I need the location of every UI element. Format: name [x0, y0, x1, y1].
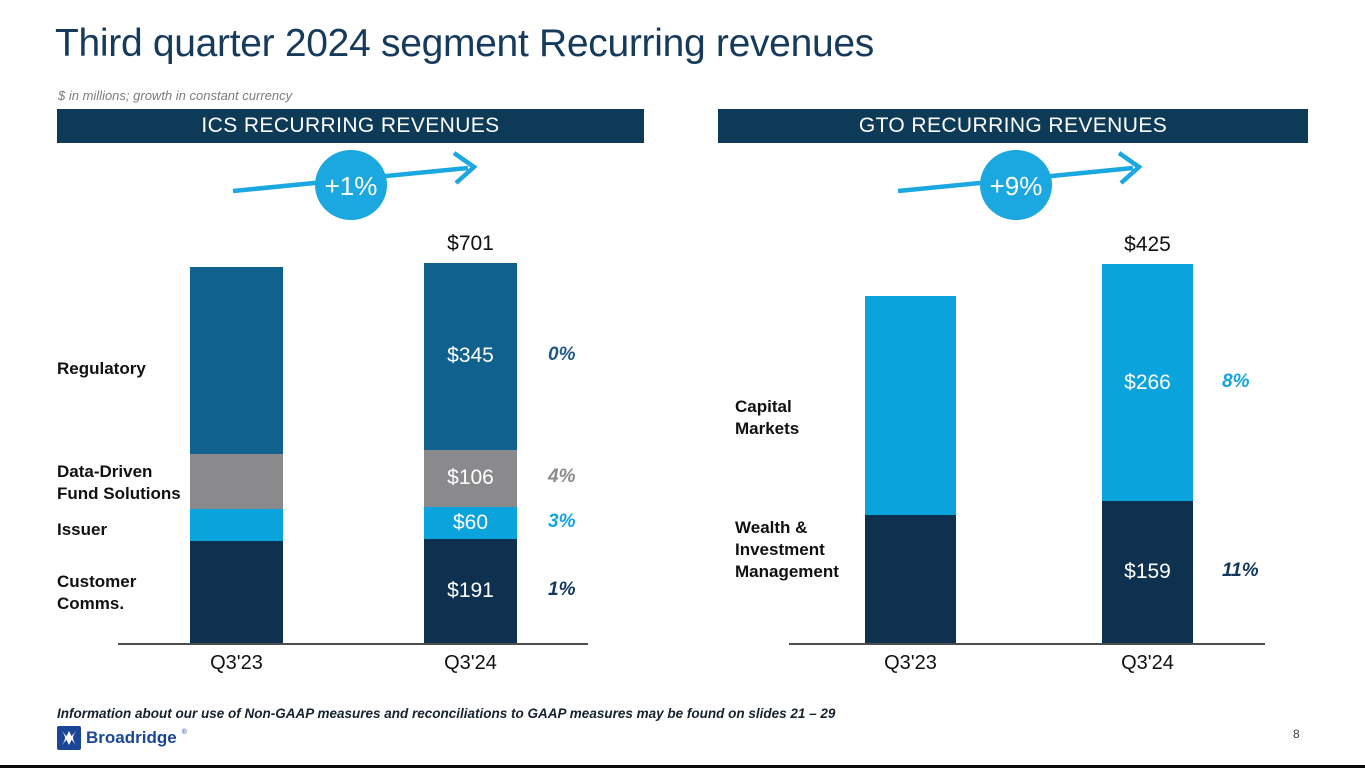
non-gaap-footnote: Information about our use of Non-GAAP me…: [57, 706, 836, 721]
x-axis-tick-label: Q3'23: [884, 652, 937, 674]
slide-subtitle: $ in millions; growth in constant curren…: [58, 88, 293, 103]
series-side-label: Issuer: [57, 520, 108, 539]
ics-section-header: ICS RECURRING REVENUES: [57, 109, 644, 143]
bar-segment: [424, 506, 517, 540]
growth-percent-label: 1%: [548, 579, 576, 601]
x-axis-tick-label: Q3'23: [210, 652, 263, 674]
bar-total-label: $701: [447, 231, 494, 255]
gto-section-header-label: GTO RECURRING REVENUES: [858, 114, 1168, 137]
growth-percent-label: 4%: [548, 466, 576, 488]
bar-value-label: $106: [447, 466, 494, 490]
x-axis-line: [118, 643, 588, 645]
bar-segment: [1102, 501, 1193, 643]
broadridge-logo-icon: [57, 726, 81, 750]
growth-circle-icon: [315, 150, 387, 220]
gto-growth-badge-label: +9%: [990, 171, 1043, 201]
bar-segment: [190, 453, 283, 510]
bar-value-label: $60: [452, 511, 489, 535]
growth-percent-label: 3%: [548, 511, 576, 533]
bar-value-label: $345: [447, 344, 494, 367]
series-side-label: Capital Markets: [735, 397, 800, 438]
bar-segment: [190, 509, 283, 541]
growth-percent-label: 11%: [1222, 560, 1259, 582]
bar-segment: [1102, 263, 1193, 502]
series-side-label: Wealth & Investment Management: [735, 518, 839, 581]
gto-section-header: GTO RECURRING REVENUES: [718, 109, 1308, 143]
broadridge-logo: Broadridge ®: [57, 726, 187, 750]
bar-segment: [190, 540, 283, 643]
page-title: Third quarter 2024 segment Recurring rev…: [55, 22, 874, 65]
gto-growth-badge: +9%: [897, 150, 1143, 220]
bar-value-label: $266: [1124, 370, 1171, 394]
bar-segment: [424, 539, 517, 643]
bar-value-label: $159: [1124, 560, 1171, 584]
x-axis-tick-label: Q3'24: [1121, 652, 1174, 674]
ics-growth-badge: +1%: [232, 150, 478, 220]
bar-segment: [865, 515, 956, 643]
page-number: 8: [1293, 727, 1300, 741]
trend-arrowhead-icon: [1117, 151, 1143, 185]
trend-arrowhead-icon: [452, 151, 478, 185]
ics-growth-badge-label: +1%: [325, 171, 378, 201]
broadridge-logo-text: Broadridge: [86, 728, 177, 747]
x-axis-tick-label: Q3'24: [444, 652, 497, 674]
ics-section-header-label: ICS RECURRING REVENUES: [201, 114, 500, 137]
bar-total-label: $425: [1124, 232, 1171, 256]
bar-segment: [424, 449, 517, 507]
series-side-label: Customer Comms.: [57, 572, 137, 613]
x-axis-line: [789, 643, 1265, 645]
bar-segment: [190, 266, 283, 454]
series-side-label: Data-Driven Fund Solutions: [57, 462, 181, 503]
series-side-label: Regulatory: [57, 359, 146, 378]
growth-percent-label: 0%: [548, 344, 576, 365]
growth-percent-label: 8%: [1222, 370, 1250, 392]
registered-mark-icon: ®: [181, 729, 187, 736]
slide-bottom-edge: [0, 765, 1365, 768]
bar-segment: [424, 262, 517, 450]
bar-value-label: $191: [447, 579, 494, 603]
bar-segment: [865, 296, 956, 516]
growth-circle-icon: [980, 150, 1052, 220]
